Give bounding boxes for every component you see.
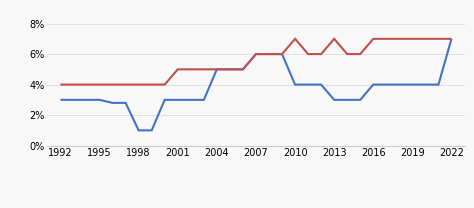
(MD) State Average: [162, 83, 168, 86]
Severna Park Elementary School: [214, 68, 219, 71]
(MD) State Average: [305, 53, 311, 55]
Severna Park Elementary School: [279, 53, 285, 55]
Severna Park Elementary School: [331, 99, 337, 101]
(MD) State Average: [227, 68, 233, 71]
Line: Severna Park Elementary School: Severna Park Elementary School: [61, 39, 452, 130]
Severna Park Elementary School: [357, 99, 363, 101]
(MD) State Average: [371, 38, 376, 40]
(MD) State Average: [110, 83, 116, 86]
Severna Park Elementary School: [175, 99, 181, 101]
Severna Park Elementary School: [383, 83, 389, 86]
(MD) State Average: [319, 53, 324, 55]
Severna Park Elementary School: [97, 99, 102, 101]
(MD) State Average: [201, 68, 207, 71]
Severna Park Elementary School: [71, 99, 76, 101]
Line: (MD) State Average: (MD) State Average: [61, 39, 452, 85]
Severna Park Elementary School: [319, 83, 324, 86]
(MD) State Average: [214, 68, 219, 71]
(MD) State Average: [253, 53, 259, 55]
(MD) State Average: [71, 83, 76, 86]
(MD) State Average: [240, 68, 246, 71]
(MD) State Average: [97, 83, 102, 86]
(MD) State Average: [410, 38, 415, 40]
(MD) State Average: [397, 38, 402, 40]
Severna Park Elementary School: [58, 99, 64, 101]
(MD) State Average: [279, 53, 285, 55]
(MD) State Average: [123, 83, 128, 86]
Severna Park Elementary School: [397, 83, 402, 86]
(MD) State Average: [188, 68, 193, 71]
(MD) State Average: [357, 53, 363, 55]
Severna Park Elementary School: [149, 129, 155, 132]
(MD) State Average: [149, 83, 155, 86]
Severna Park Elementary School: [123, 102, 128, 104]
Severna Park Elementary School: [410, 83, 415, 86]
(MD) State Average: [345, 53, 350, 55]
Severna Park Elementary School: [136, 129, 142, 132]
(MD) State Average: [266, 53, 272, 55]
(MD) State Average: [292, 38, 298, 40]
(MD) State Average: [449, 38, 455, 40]
Severna Park Elementary School: [188, 99, 193, 101]
(MD) State Average: [136, 83, 142, 86]
(MD) State Average: [383, 38, 389, 40]
Severna Park Elementary School: [227, 68, 233, 71]
(MD) State Average: [436, 38, 441, 40]
(MD) State Average: [175, 68, 181, 71]
Severna Park Elementary School: [162, 99, 168, 101]
Severna Park Elementary School: [266, 53, 272, 55]
Severna Park Elementary School: [449, 38, 455, 40]
(MD) State Average: [423, 38, 428, 40]
Severna Park Elementary School: [345, 99, 350, 101]
Severna Park Elementary School: [423, 83, 428, 86]
(MD) State Average: [58, 83, 64, 86]
Severna Park Elementary School: [240, 68, 246, 71]
(MD) State Average: [331, 38, 337, 40]
Severna Park Elementary School: [371, 83, 376, 86]
Severna Park Elementary School: [110, 102, 116, 104]
Severna Park Elementary School: [436, 83, 441, 86]
Severna Park Elementary School: [305, 83, 311, 86]
Severna Park Elementary School: [201, 99, 207, 101]
Severna Park Elementary School: [253, 53, 259, 55]
Severna Park Elementary School: [292, 83, 298, 86]
(MD) State Average: [84, 83, 90, 86]
